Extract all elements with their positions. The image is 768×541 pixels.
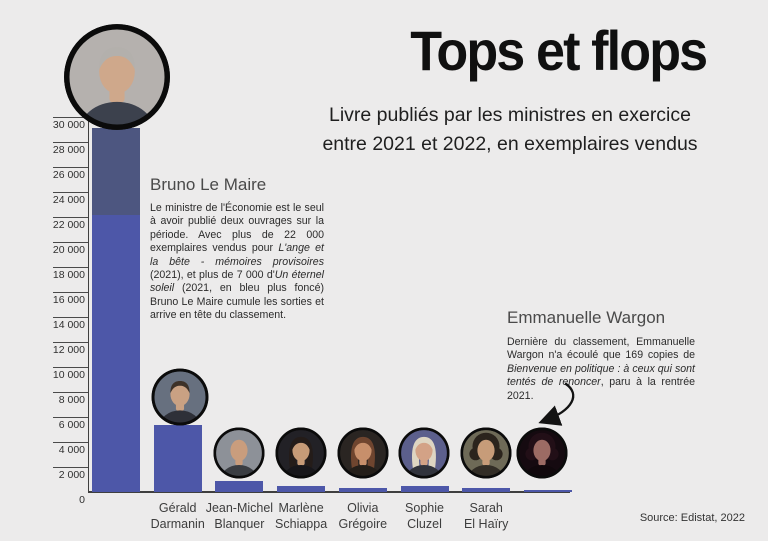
y-tick-line <box>53 242 88 244</box>
y-tick-label: 16 000 <box>52 293 85 306</box>
avatar-bruno-le-maire <box>63 23 171 131</box>
annotation-heading-bruno-le-maire: Bruno Le Maire <box>150 175 267 194</box>
y-tick-line <box>53 142 88 144</box>
avatar-emmanuelle-wargon <box>516 427 568 479</box>
bar-sarah-el-hairy <box>462 488 511 493</box>
x-label-gerald-darmanin: Gérald Darmanin <box>150 501 205 531</box>
avatar-gerald-darmanin <box>151 368 209 426</box>
y-tick-line <box>53 342 88 344</box>
x-label-jean-michel-blanquer: Jean-Michel Blanquer <box>205 501 274 531</box>
page-title: Tops et flops <box>409 19 708 82</box>
annotation-text-bruno-le-maire: Le ministre de l'Économie est le seul à … <box>150 202 324 322</box>
y-tick-label: 4 000 <box>58 443 85 456</box>
y-tick-line <box>53 117 88 119</box>
y-tick-label: 26 000 <box>52 168 85 181</box>
bar-bruno-le-maire-segment-1 <box>92 128 140 215</box>
page-subtitle: Livre publiés par les ministres en exerc… <box>300 101 720 158</box>
x-label-sarah-el-hairy: Sarah El Haïry <box>463 501 509 531</box>
y-tick-line <box>53 392 88 394</box>
bar-olivia-gregoire <box>338 487 387 492</box>
y-tick-label: 8 000 <box>58 393 85 406</box>
avatar-olivia-gregoire <box>337 427 389 479</box>
x-label-sophie-cluzel: Sophie Cluzel <box>405 501 444 531</box>
y-tick-label: 30 000 <box>52 118 85 131</box>
y-tick-label-zero: 0 <box>79 494 85 506</box>
annotation-text-emmanuelle-wargon: Dernière du classement, Emmanuelle Wargo… <box>507 336 695 402</box>
bar-bruno-le-maire-segment-0 <box>92 214 140 492</box>
y-tick-label: 18 000 <box>52 268 85 281</box>
x-label-marlene-schiappa: Marlène Schiappa <box>275 501 328 531</box>
y-tick-line <box>53 442 88 444</box>
y-tick-line <box>53 317 88 319</box>
y-tick-label: 14 000 <box>52 318 85 331</box>
y-tick-label: 10 000 <box>52 368 85 381</box>
bar-gerald-darmanin <box>153 424 202 492</box>
bar-emmanuelle-wargon <box>523 489 572 492</box>
bar-sophie-cluzel <box>400 486 449 492</box>
x-axis-line <box>87 491 570 493</box>
avatar-marlene-schiappa <box>275 427 327 479</box>
y-tick-line <box>53 467 88 469</box>
avatar-sarah-el-hairy <box>460 427 512 479</box>
avatar-jean-michel-blanquer <box>213 427 265 479</box>
y-tick-label: 28 000 <box>52 143 85 156</box>
y-tick-label: 2 000 <box>58 468 85 481</box>
source-credit: Source: Edistat, 2022 <box>639 512 745 524</box>
y-axis-line <box>87 115 90 493</box>
avatar-sophie-cluzel <box>398 427 450 479</box>
bar-jean-michel-blanquer <box>215 481 264 492</box>
bar-marlene-schiappa <box>277 486 326 492</box>
arrow-to-wargon-icon <box>538 382 575 426</box>
x-label-olivia-gregoire: Olivia Grégoire <box>338 501 388 531</box>
y-tick-line <box>53 417 88 419</box>
y-tick-label: 12 000 <box>52 343 85 356</box>
y-tick-label: 24 000 <box>52 193 85 206</box>
y-tick-line <box>53 367 88 369</box>
y-tick-label: 6 000 <box>58 418 85 431</box>
y-tick-line <box>53 292 88 294</box>
y-tick-label: 22 000 <box>52 218 85 231</box>
y-tick-line <box>53 167 88 169</box>
y-tick-label: 20 000 <box>52 243 85 256</box>
subtitle-line-1: Livre publiés par les ministres en exerc… <box>329 104 691 126</box>
annotation-heading-emmanuelle-wargon: Emmanuelle Wargon <box>507 308 666 327</box>
y-tick-line <box>53 217 88 219</box>
y-tick-line <box>53 267 88 269</box>
y-tick-line <box>53 192 88 194</box>
subtitle-line-2: entre 2021 et 2022, en exemplaires vendu… <box>322 132 698 155</box>
